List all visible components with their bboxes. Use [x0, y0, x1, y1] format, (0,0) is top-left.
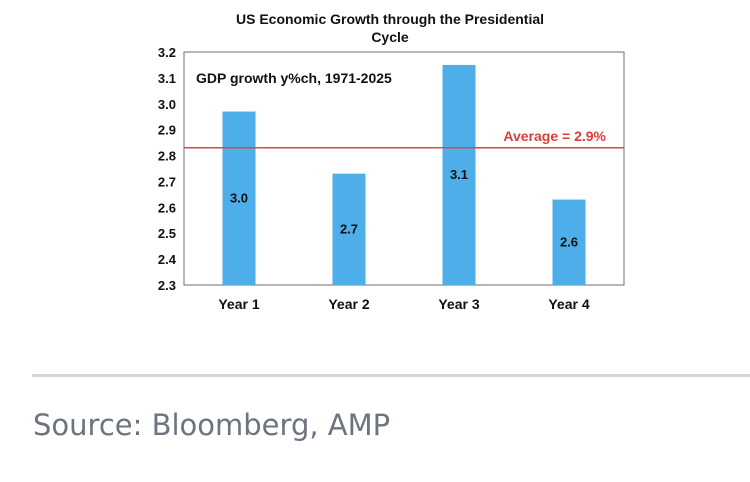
bar-chart: US Economic Growth through the President…	[158, 11, 625, 312]
x-tick-label: Year 4	[548, 296, 589, 312]
y-tick-label: 2.5	[158, 226, 176, 241]
chart-title-line-1: US Economic Growth through the President…	[236, 11, 544, 27]
divider	[32, 374, 750, 377]
y-tick-label: 3.0	[158, 97, 176, 112]
y-tick-label: 2.4	[158, 252, 177, 267]
y-tick-label: 3.2	[158, 45, 176, 60]
plot-area	[183, 51, 625, 286]
bar-value-label: 3.0	[230, 190, 248, 205]
source-caption: Source: Bloomberg, AMP	[33, 408, 391, 442]
average-label: Average = 2.9%	[503, 128, 606, 144]
y-tick-label: 2.6	[158, 200, 176, 215]
y-tick-label: 2.9	[158, 123, 176, 138]
x-axis: Year 1 Year 2 Year 3 Year 4	[218, 296, 589, 312]
y-tick-label: 2.8	[158, 149, 176, 164]
bar-series: 3.0 2.7 3.1 2.6	[222, 64, 586, 286]
x-tick-label: Year 3	[438, 296, 479, 312]
bar-value-label: 3.1	[450, 167, 468, 182]
chart-subtitle: GDP growth y%ch, 1971-2025	[196, 70, 392, 86]
y-tick-label: 2.7	[158, 174, 176, 189]
bar-year-2	[332, 173, 366, 285]
bar-year-4	[552, 199, 586, 285]
y-tick-label: 2.3	[158, 278, 176, 293]
bar-value-label: 2.7	[340, 221, 358, 236]
y-axis: 2.3 2.4 2.5 2.6 2.7 2.8 2.9 3.0 3.1 3.2	[158, 45, 177, 293]
x-tick-label: Year 2	[328, 296, 369, 312]
bar-value-label: 2.6	[560, 234, 578, 249]
bar-year-1	[222, 111, 256, 286]
x-tick-label: Year 1	[218, 296, 259, 312]
chart-title-line-2: Cycle	[371, 29, 409, 45]
y-tick-label: 3.1	[158, 71, 176, 86]
bar-year-3	[442, 64, 476, 285]
